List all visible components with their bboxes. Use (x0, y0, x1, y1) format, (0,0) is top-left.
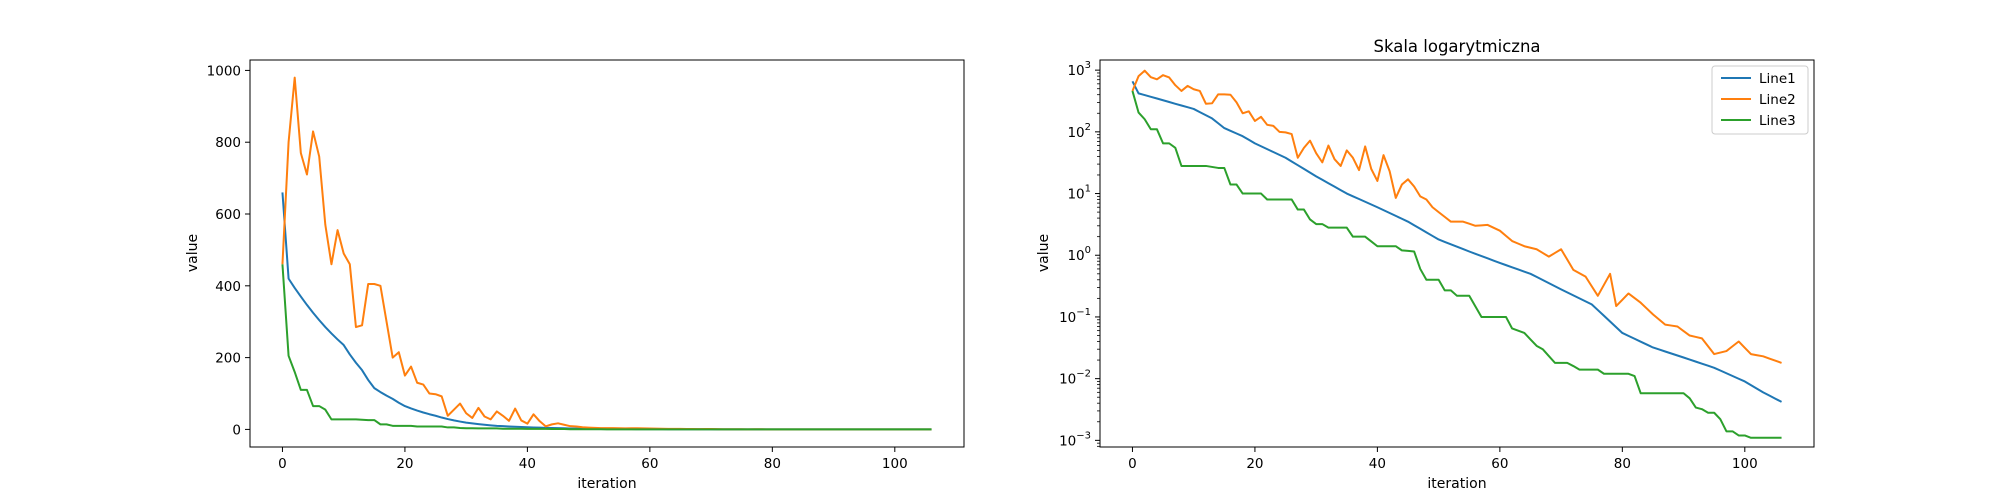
axes-frame (249, 59, 965, 448)
y-tick-label: 10−3 (1059, 430, 1091, 449)
x-tick-label: 100 (1732, 456, 1758, 472)
legend-label-line3: Line3 (1759, 113, 1796, 129)
y-tick-label: 10−2 (1059, 369, 1091, 388)
plot-area (1131, 69, 1783, 439)
y-tick-label: 100 (1067, 245, 1091, 264)
x-tick-label: 100 (882, 456, 908, 472)
y-axis-ticks: 0 200 400 600 800 1000 (207, 63, 250, 438)
x-tick-label: 0 (1128, 456, 1137, 472)
chart-title: Skala logarytmiczna (1373, 37, 1540, 56)
y-tick-label: 102 (1067, 122, 1091, 141)
y-tick-label: 103 (1067, 60, 1091, 79)
x-tick-label: 80 (764, 456, 781, 472)
x-tick-label: 0 (278, 456, 287, 472)
axes-frame (1099, 59, 1815, 448)
legend-label-line2: Line2 (1759, 92, 1796, 108)
series-line-line3 (281, 264, 932, 431)
y-tick-label: 1000 (207, 63, 241, 79)
y-tick-label: 600 (215, 207, 241, 223)
series-line-line2 (1131, 69, 1782, 364)
legend-box (1711, 65, 1809, 135)
plot-area (281, 76, 932, 431)
y-tick-label: 10−1 (1059, 307, 1091, 326)
y-tick-label: 0 (232, 422, 241, 438)
legend-label-line1: Line1 (1759, 71, 1796, 87)
x-axis-ticks: 0 20 40 60 80 100 (1128, 447, 1758, 472)
linear-scale-chart: 0 20 40 60 80 100 0 200 400 600 800 1000 iteration… (185, 59, 965, 492)
x-axis-label: iteration (577, 476, 636, 492)
series-line-line3 (1131, 90, 1782, 439)
y-tick-label: 400 (215, 279, 241, 295)
y-tick-label: 101 (1067, 184, 1091, 203)
y-tick-label: 200 (215, 351, 241, 367)
x-tick-label: 60 (641, 456, 658, 472)
x-tick-label: 40 (519, 456, 536, 472)
x-axis-ticks: 0 20 40 60 80 100 (278, 447, 908, 472)
series-line-line1 (1131, 80, 1783, 403)
log-scale-chart: Skala logarytmiczna 0 20 40 60 80 100 10−3 10−… (1036, 37, 1815, 492)
y-axis-label: value (1036, 234, 1052, 272)
x-tick-label: 20 (1246, 456, 1263, 472)
x-tick-label: 20 (396, 456, 413, 472)
x-tick-label: 40 (1369, 456, 1386, 472)
x-tick-label: 80 (1614, 456, 1631, 472)
legend: Line1 Line2 Line3 (1711, 65, 1809, 135)
x-tick-label: 60 (1491, 456, 1508, 472)
y-axis-label: value (185, 234, 201, 272)
y-tick-label: 800 (215, 135, 241, 151)
x-axis-label: iteration (1427, 476, 1486, 492)
